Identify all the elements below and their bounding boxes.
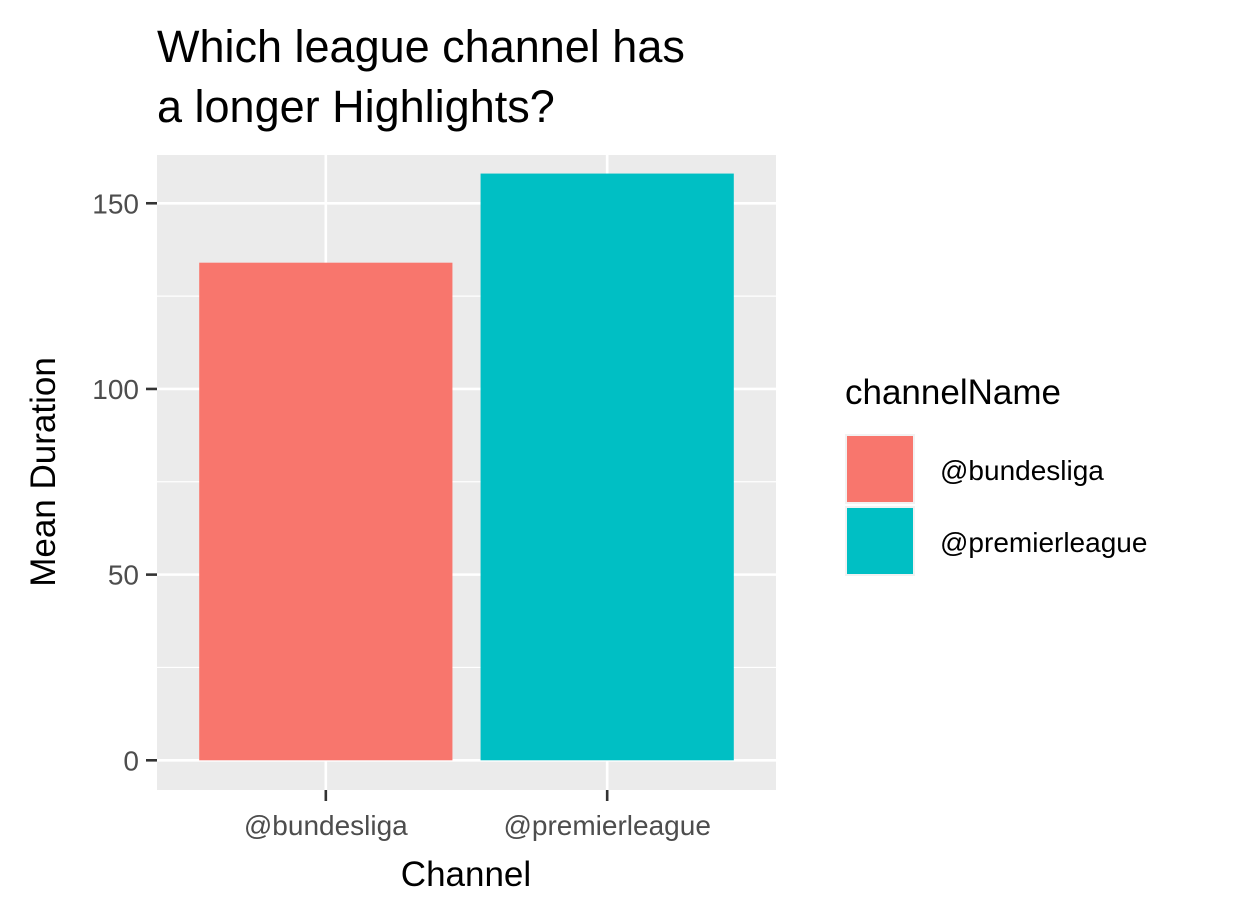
chart-title-line-1: Which league channel has bbox=[157, 21, 685, 72]
bars bbox=[199, 173, 734, 761]
x-tick-label: @bundesliga bbox=[244, 810, 408, 841]
y-tick-label: 150 bbox=[92, 188, 139, 219]
bar-bundesliga bbox=[199, 262, 453, 761]
legend-key-premierleague bbox=[847, 508, 913, 574]
bar-premierleague bbox=[480, 173, 734, 761]
y-tick-label: 100 bbox=[92, 374, 139, 405]
legend-key-bundesliga bbox=[847, 436, 913, 502]
chart-title-line-2: a longer Highlights? bbox=[157, 81, 555, 132]
x-axis-title: Channel bbox=[401, 855, 531, 894]
y-tick-label: 0 bbox=[123, 745, 139, 776]
x-axis: @bundesliga @premierleague bbox=[244, 790, 711, 841]
legend-label: @bundesliga bbox=[940, 455, 1104, 486]
legend-label: @premierleague bbox=[940, 527, 1147, 558]
y-axis: 0 50 100 150 bbox=[92, 188, 157, 776]
legend: channelName @bundesliga @premierleague bbox=[845, 373, 1147, 576]
x-tick-label: @premierleague bbox=[503, 810, 710, 841]
y-axis-title: Mean Duration bbox=[24, 357, 63, 587]
legend-title: channelName bbox=[845, 373, 1061, 412]
y-tick-label: 50 bbox=[108, 560, 139, 591]
